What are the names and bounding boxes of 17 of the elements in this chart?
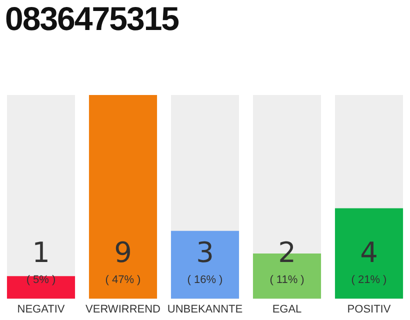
data-label: 9 [114,236,132,270]
x-tick-label: POSITIV [347,303,392,316]
chart-title: 0836475315 [5,0,179,38]
annotation: ( 11% ) [270,274,304,286]
annotation: ( 21% ) [351,274,387,286]
data-label: 1 [32,236,50,270]
annotation: ( 47% ) [105,274,141,286]
annotation: ( 5% ) [26,274,56,286]
data-label: 3 [196,236,214,270]
data-label: 2 [278,236,296,270]
bar [6,276,76,299]
data-label: 4 [360,236,378,270]
x-tick-label: NEGATIV [17,303,66,316]
x-tick-label: EGAL [272,303,302,316]
x-tick-label: UNBEKANNTE [167,303,243,316]
annotation: ( 16% ) [187,274,223,286]
x-tick-label: VERWIRREND [86,303,161,316]
